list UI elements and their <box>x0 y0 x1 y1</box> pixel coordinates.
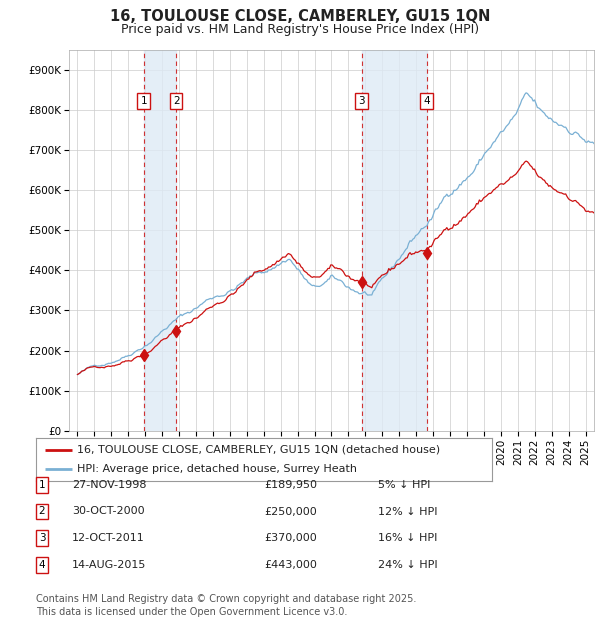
Text: 16, TOULOUSE CLOSE, CAMBERLEY, GU15 1QN: 16, TOULOUSE CLOSE, CAMBERLEY, GU15 1QN <box>110 9 490 24</box>
Text: 5% ↓ HPI: 5% ↓ HPI <box>378 480 430 490</box>
Text: 2: 2 <box>173 96 179 106</box>
Text: 14-AUG-2015: 14-AUG-2015 <box>72 560 146 570</box>
Text: 12-OCT-2011: 12-OCT-2011 <box>72 533 145 543</box>
Text: 16% ↓ HPI: 16% ↓ HPI <box>378 533 437 543</box>
Text: 4: 4 <box>38 560 46 570</box>
Text: £443,000: £443,000 <box>264 560 317 570</box>
Text: 27-NOV-1998: 27-NOV-1998 <box>72 480 146 490</box>
Text: £370,000: £370,000 <box>264 533 317 543</box>
Text: £189,950: £189,950 <box>264 480 317 490</box>
Text: HPI: Average price, detached house, Surrey Heath: HPI: Average price, detached house, Surr… <box>77 464 357 474</box>
Text: 1: 1 <box>140 96 147 106</box>
Text: 3: 3 <box>38 533 46 543</box>
Text: 4: 4 <box>424 96 430 106</box>
Text: 3: 3 <box>358 96 365 106</box>
Text: £250,000: £250,000 <box>264 507 317 516</box>
Text: Price paid vs. HM Land Registry's House Price Index (HPI): Price paid vs. HM Land Registry's House … <box>121 23 479 36</box>
Text: 16, TOULOUSE CLOSE, CAMBERLEY, GU15 1QN (detached house): 16, TOULOUSE CLOSE, CAMBERLEY, GU15 1QN … <box>77 445 440 454</box>
Bar <box>143 50 176 431</box>
Text: 1: 1 <box>38 480 46 490</box>
Text: Contains HM Land Registry data © Crown copyright and database right 2025.
This d: Contains HM Land Registry data © Crown c… <box>36 594 416 617</box>
Bar <box>362 50 427 431</box>
Text: 30-OCT-2000: 30-OCT-2000 <box>72 507 145 516</box>
Text: 24% ↓ HPI: 24% ↓ HPI <box>378 560 437 570</box>
Text: 12% ↓ HPI: 12% ↓ HPI <box>378 507 437 516</box>
Text: 2: 2 <box>38 507 46 516</box>
